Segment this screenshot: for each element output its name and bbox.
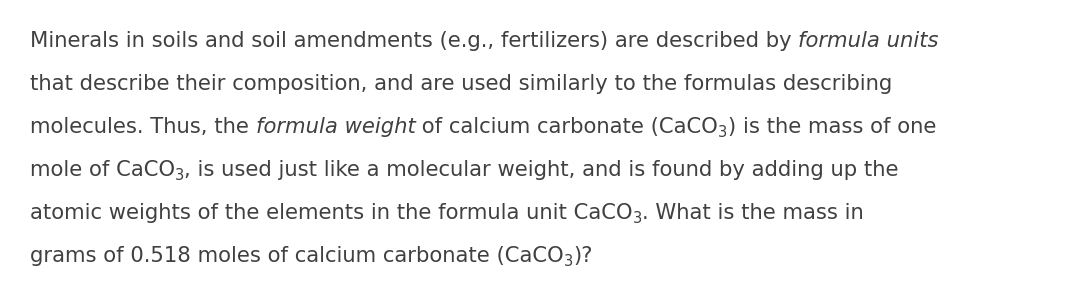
Text: atomic weights of the elements in the formula unit CaCO: atomic weights of the elements in the fo…	[30, 203, 632, 223]
Text: that describe their composition, and are used similarly to the formulas describi: that describe their composition, and are…	[30, 74, 892, 94]
Text: 3: 3	[718, 125, 727, 140]
Text: , is used just like a molecular weight, and is found by adding up the: , is used just like a molecular weight, …	[184, 160, 899, 180]
Text: . What is the mass in: . What is the mass in	[642, 203, 863, 223]
Text: ) is the mass of one: ) is the mass of one	[727, 117, 936, 137]
Text: )?: )?	[574, 246, 593, 266]
Text: formula units: formula units	[798, 31, 939, 51]
Text: of calcium carbonate (CaCO: of calcium carbonate (CaCO	[416, 117, 718, 137]
Text: Minerals in soils and soil amendments (e.g., fertilizers) are described by: Minerals in soils and soil amendments (e…	[30, 31, 798, 51]
Text: 3: 3	[564, 254, 574, 269]
Text: molecules. Thus, the: molecules. Thus, the	[30, 117, 256, 137]
Text: 3: 3	[632, 211, 642, 226]
Text: mole of CaCO: mole of CaCO	[30, 160, 175, 180]
Text: 3: 3	[175, 168, 184, 183]
Text: grams of 0.518 moles of calcium carbonate (CaCO: grams of 0.518 moles of calcium carbonat…	[30, 246, 564, 266]
Text: formula weight: formula weight	[256, 117, 416, 137]
